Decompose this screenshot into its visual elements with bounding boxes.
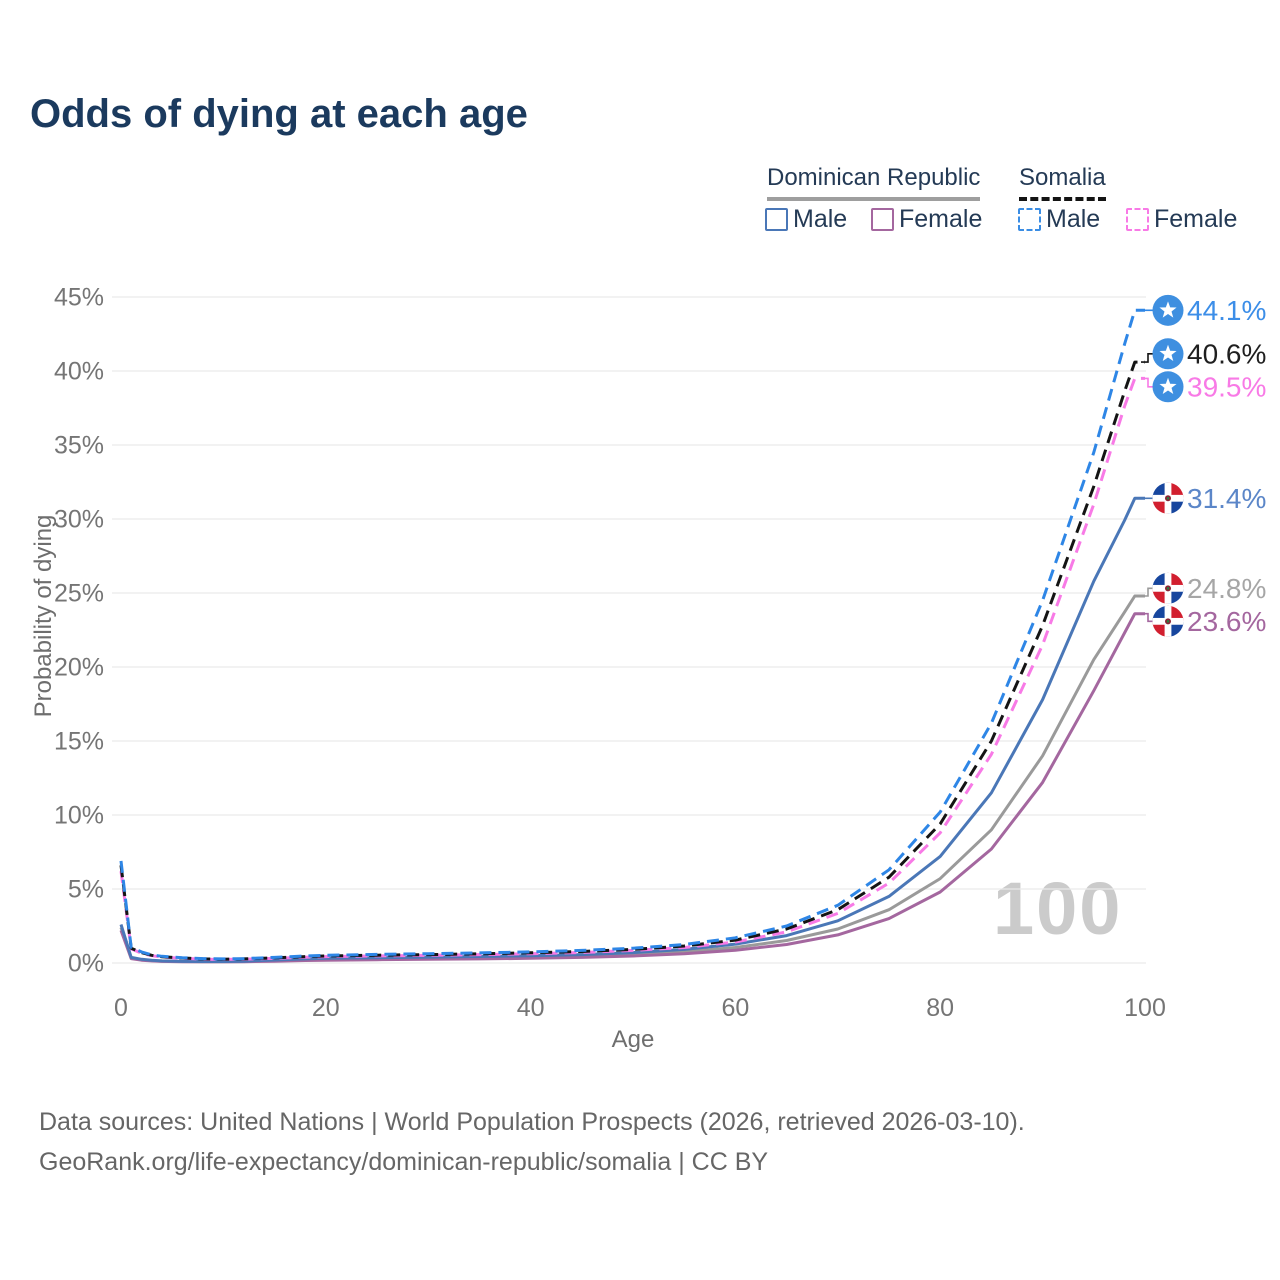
x-axis-title: Age: [611, 1026, 655, 1053]
y-tick-label: 45%: [54, 284, 104, 312]
series-line-somalia-both-sexes: [119, 360, 1145, 961]
legend-group-somalia: Somalia: [1019, 164, 1106, 201]
end-value-label-somalia-both-sexes: 40.6%: [1187, 338, 1266, 369]
flag-icon-somalia: [1152, 294, 1184, 326]
legend-swatch-solid-female: [871, 208, 894, 231]
end-value-label-dominican-republic-both-sexes: 24.8%: [1187, 573, 1266, 604]
y-axis-title: Probability of dying: [30, 514, 57, 718]
legend-item-dr-male: Male: [765, 205, 847, 234]
x-tick-label: 60: [721, 994, 749, 1022]
legend-item-label: Male: [793, 205, 848, 233]
legend-swatch-solid-male: [765, 208, 788, 231]
x-tick-label: 80: [926, 994, 954, 1022]
x-tick-label: 20: [312, 994, 340, 1022]
y-tick-label: 20%: [54, 654, 104, 682]
flag-icon-dominican-republic: [1152, 572, 1184, 604]
flag-icon-dominican-republic: [1152, 605, 1184, 637]
age-watermark: 100: [993, 867, 1123, 950]
y-tick-label: 40%: [54, 358, 104, 386]
source-url-text: GeoRank.org/life-expectancy/dominican-re…: [39, 1148, 769, 1176]
y-tick-label: 35%: [54, 432, 104, 460]
x-axis-tick-labels: 0 20 40 60 80 100: [114, 994, 1166, 1022]
legend-group-label: Dominican Republic: [767, 164, 981, 191]
end-label-connector: [1141, 353, 1153, 363]
series-line-somalia-male: [119, 308, 1145, 961]
y-axis-tick-labels: 0% 5% 10% 15% 20% 25% 30% 35% 40% 45%: [54, 284, 104, 978]
y-tick-label: 10%: [54, 802, 104, 830]
legend-swatch-dashed-female: [1126, 208, 1149, 231]
legend-group-dominican-republic: Dominican Republic: [767, 164, 981, 201]
legend-group-label: Somalia: [1019, 164, 1106, 191]
series-line-dominican-republic-male: [119, 496, 1145, 963]
end-label-connector: [1141, 377, 1153, 388]
y-tick-label: 25%: [54, 580, 104, 608]
legend-item-somalia-female: Female: [1126, 205, 1237, 234]
x-tick-label: 40: [517, 994, 545, 1022]
end-label-connector: [1141, 587, 1153, 597]
legend-swatch-dashed-male: [1018, 208, 1041, 231]
legend-item-label: Male: [1046, 205, 1101, 233]
legend-item-dr-female: Female: [871, 205, 982, 234]
end-label-connector: [1141, 612, 1153, 623]
end-value-label-dominican-republic-male: 31.4%: [1187, 483, 1266, 514]
flag-icon-dominican-republic: [1152, 482, 1184, 514]
legend-item-label: Female: [1154, 205, 1238, 233]
page-title: Odds of dying at each age: [30, 92, 528, 136]
legend-item-label: Female: [899, 205, 983, 233]
flag-icon-somalia: [1152, 371, 1184, 403]
series-line-dominican-republic-both-sexes: [119, 594, 1145, 964]
y-tick-label: 0%: [68, 950, 104, 978]
y-tick-label: 30%: [54, 506, 104, 534]
y-tick-label: 15%: [54, 728, 104, 756]
legend-item-somalia-male: Male: [1018, 205, 1100, 234]
star-glyph: [1159, 377, 1177, 395]
star-glyph: [1159, 344, 1177, 362]
series-line-somalia-female: [119, 376, 1145, 961]
data-sources-text: Data sources: United Nations | World Pop…: [39, 1108, 1025, 1136]
end-value-label-somalia-male: 44.1%: [1187, 295, 1266, 326]
end-value-label-dominican-republic-female: 23.6%: [1187, 606, 1266, 637]
gridlines: [112, 296, 1146, 964]
y-tick-label: 5%: [68, 876, 104, 904]
flag-icon-somalia: [1152, 338, 1184, 370]
series-line-dominican-republic-female: [119, 612, 1145, 964]
end-value-label-somalia-female: 39.5%: [1187, 371, 1266, 402]
x-tick-label: 100: [1124, 994, 1166, 1022]
x-tick-label: 0: [114, 994, 128, 1022]
star-glyph: [1159, 301, 1177, 318]
